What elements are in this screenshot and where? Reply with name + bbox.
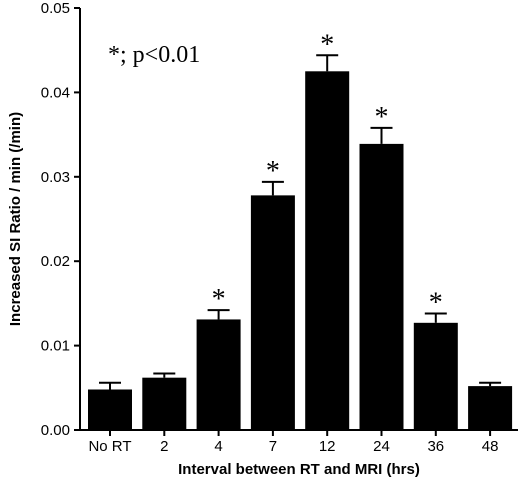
bar bbox=[359, 143, 404, 430]
significance-star: * bbox=[266, 156, 280, 187]
y-tick-label: 0.01 bbox=[41, 338, 70, 355]
y-axis-title: Increased SI Ratio / min (/min) bbox=[7, 112, 24, 326]
annotation-text: *; p<0.01 bbox=[108, 42, 200, 68]
y-tick-label: 0.04 bbox=[41, 84, 70, 101]
significance-star: * bbox=[375, 102, 389, 133]
x-tick-label: 36 bbox=[427, 438, 444, 455]
y-tick-label: 0.05 bbox=[41, 0, 70, 17]
y-tick-label: 0.00 bbox=[41, 422, 70, 439]
x-ticks-group: No RT 2 4 7 12 24 36 48 bbox=[88, 430, 498, 455]
significance-star: * bbox=[320, 29, 334, 60]
x-tick-label: 24 bbox=[373, 438, 390, 455]
error-bars-group bbox=[99, 54, 502, 390]
y-tick-label: 0.03 bbox=[41, 169, 70, 186]
x-tick-label: 7 bbox=[269, 438, 277, 455]
significance-markers-group: * * * * * bbox=[212, 29, 443, 318]
significance-star: * bbox=[429, 288, 443, 319]
bar bbox=[250, 195, 295, 430]
y-ticks-group: 0.00 0.01 0.02 0.03 0.04 0.05 bbox=[41, 0, 80, 439]
x-tick-label: No RT bbox=[88, 438, 131, 455]
x-tick-label: 4 bbox=[214, 438, 222, 455]
bar bbox=[413, 322, 458, 430]
significance-star: * bbox=[212, 284, 226, 315]
x-tick-label: 12 bbox=[319, 438, 336, 455]
bar bbox=[88, 389, 132, 430]
bars-group bbox=[88, 71, 513, 431]
bar bbox=[142, 377, 187, 430]
x-axis-title: Interval between RT and MRI (hrs) bbox=[178, 461, 420, 478]
axes-group bbox=[79, 8, 518, 431]
bar bbox=[468, 386, 513, 430]
x-tick-label: 48 bbox=[482, 438, 499, 455]
y-tick-label: 0.02 bbox=[41, 253, 70, 270]
x-tick-label: 2 bbox=[160, 438, 168, 455]
bar bbox=[196, 319, 241, 430]
bar bbox=[305, 71, 350, 431]
